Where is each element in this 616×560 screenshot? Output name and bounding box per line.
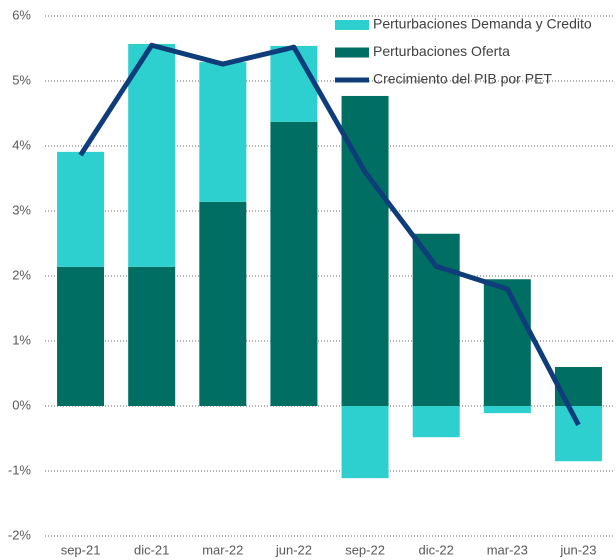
x-tick-label: jun-22 <box>275 542 312 557</box>
legend-label: Perturbaciones Demanda y Credito <box>373 16 592 32</box>
bar <box>57 151 105 267</box>
x-tick-label: sep-22 <box>345 542 385 557</box>
y-tick-label: 1% <box>12 332 31 347</box>
bar <box>128 43 176 267</box>
y-tick-label: 4% <box>12 137 31 152</box>
y-tick-label: -1% <box>8 462 32 477</box>
bar <box>341 406 389 479</box>
bar <box>412 233 460 406</box>
bar <box>483 406 531 414</box>
bar <box>270 45 318 122</box>
legend-label: Crecimiento del PIB por PET <box>373 71 552 87</box>
y-tick-label: 5% <box>12 72 31 87</box>
bar <box>199 62 247 202</box>
bar <box>412 406 460 438</box>
x-tick-label: dic-22 <box>418 542 453 557</box>
line <box>78 42 581 427</box>
legend-swatch <box>335 20 369 30</box>
y-tick-label: 6% <box>12 7 31 22</box>
bar <box>554 367 602 406</box>
bar <box>199 201 247 406</box>
y-tick-label: 2% <box>12 267 31 282</box>
y-tick-label: -2% <box>8 527 32 542</box>
x-tick-label: mar-22 <box>202 542 243 557</box>
bar <box>483 279 531 406</box>
bar <box>270 121 318 406</box>
y-tick-label: 3% <box>12 202 31 217</box>
bar <box>128 266 176 406</box>
legend-label: Perturbaciones Oferta <box>373 43 510 59</box>
bar <box>57 266 105 406</box>
legend-swatch <box>335 47 369 58</box>
y-tick-label: 0% <box>12 397 31 412</box>
x-tick-label: mar-23 <box>487 542 528 557</box>
bar <box>554 406 602 462</box>
x-tick-label: jun-23 <box>559 542 596 557</box>
x-tick-label: sep-21 <box>61 542 101 557</box>
x-tick-label: dic-21 <box>134 542 169 557</box>
